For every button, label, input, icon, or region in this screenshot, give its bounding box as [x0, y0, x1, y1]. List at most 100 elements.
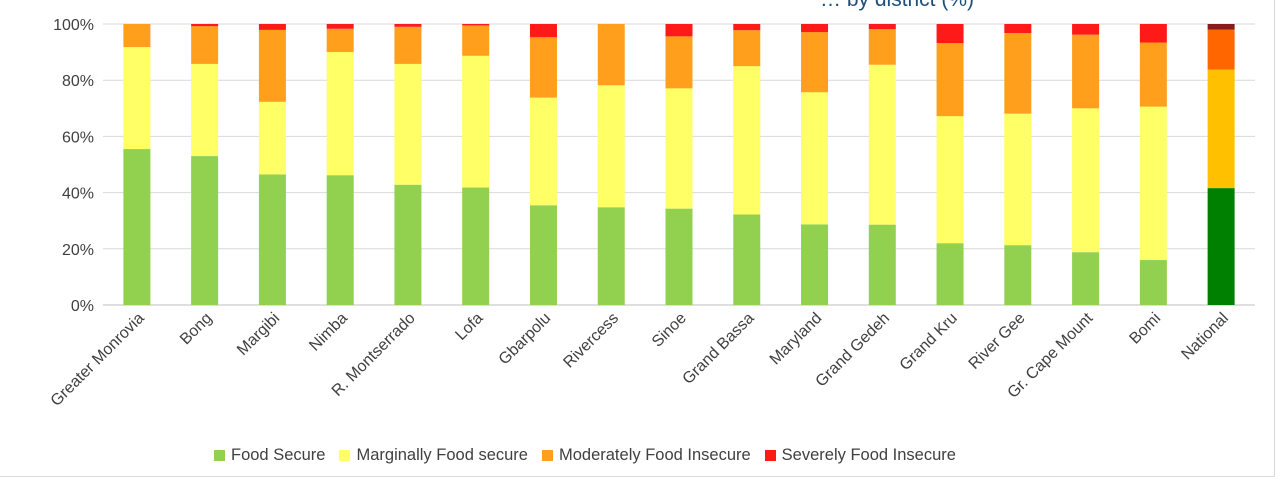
x-tick-label: Margibi: [234, 310, 283, 359]
bar-segment: [1072, 24, 1100, 35]
x-tick-label: Gbarpolu: [496, 310, 555, 369]
bar-segment: [326, 28, 354, 53]
chart-title: … by district (%): [820, 0, 974, 12]
y-tick-label: 80%: [62, 73, 94, 90]
x-tick-label: River Gee: [966, 310, 1029, 373]
bar-segment: [868, 224, 896, 305]
x-tick-label: Grand Kru: [897, 310, 961, 374]
legend-label: Marginally Food secure: [356, 446, 528, 464]
x-tick-label: Nimba: [306, 310, 351, 355]
bar-segment: [123, 47, 151, 150]
bar-segment: [733, 30, 761, 67]
bar-segment: [1004, 32, 1032, 114]
bar-segment: [801, 224, 829, 305]
legend-item: Moderately Food Insecure: [541, 446, 751, 465]
bar-segment: [529, 37, 557, 98]
legend-item: Marginally Food secure: [339, 446, 528, 465]
bar-segment: [1207, 69, 1235, 189]
bar-segment: [801, 92, 829, 225]
bar-segment: [936, 243, 964, 305]
x-tick-label: Maryland: [767, 310, 826, 369]
bar-segment: [394, 24, 422, 27]
legend-swatch: [339, 450, 351, 461]
bar-segment: [191, 24, 219, 27]
x-tick-label: Greater Monrovia: [48, 310, 148, 410]
bar-segment: [394, 184, 422, 305]
bar-segment: [1207, 29, 1235, 70]
x-tick-label: Bong: [177, 310, 215, 348]
y-tick-label: 100%: [53, 17, 94, 34]
x-tick-label: Grand Bassa: [680, 310, 758, 388]
bar-segment: [191, 26, 219, 64]
stacked-bar-chart: 0% 20% 40% 60% 80% 100% Greater Monrovia Bong Ma…: [48, 17, 1255, 410]
bar-segment: [123, 149, 151, 305]
y-tick-label: 40%: [62, 186, 94, 203]
bar-segment: [326, 52, 354, 176]
x-tick-label: National: [1178, 310, 1232, 364]
bar-segment: [665, 208, 693, 305]
bar-segment: [1004, 113, 1032, 246]
legend-swatch: [764, 450, 776, 461]
bar-segment: [868, 29, 896, 65]
legend-item: Severely Food Insecure: [764, 446, 956, 465]
bar-segment: [462, 24, 490, 26]
bar-segment: [936, 116, 964, 244]
bar-segment: [801, 32, 829, 93]
legend-label: Food Secure: [231, 446, 326, 464]
bar-segment: [394, 26, 422, 64]
bar-segment: [1207, 188, 1235, 305]
bar-segment: [258, 174, 286, 305]
bar-segment: [191, 63, 219, 157]
bar-segment: [936, 24, 964, 44]
legend-swatch: [541, 450, 553, 461]
bar-segment: [1004, 245, 1032, 305]
bar-segment: [1139, 24, 1167, 43]
y-tick-label: 0%: [71, 298, 94, 315]
bar-segment: [1072, 108, 1100, 253]
legend-item: Food Secure: [214, 446, 325, 465]
x-tick-label: Rivercess: [560, 310, 622, 372]
bar-segment: [868, 64, 896, 225]
x-tick-label: Lofa: [452, 310, 486, 344]
bar-segment: [1004, 24, 1032, 33]
bar-segment: [868, 24, 896, 30]
bar-segment: [529, 205, 557, 305]
bar-segment: [1139, 260, 1167, 305]
legend-label: Severely Food Insecure: [781, 446, 956, 464]
legend: Food Secure Marginally Food secure Moderat…: [214, 446, 956, 465]
bar-segment: [1072, 252, 1100, 305]
bar-segment: [597, 24, 625, 86]
legend-label: Moderately Food Insecure: [558, 446, 751, 464]
y-tick-label: 60%: [62, 129, 94, 146]
legend-swatch: [214, 450, 225, 461]
bar-segment: [733, 214, 761, 305]
bar-segment: [597, 85, 625, 208]
bar-segment: [1139, 42, 1167, 107]
bar-segment: [936, 43, 964, 117]
bar-segment: [665, 24, 693, 37]
bar-segment: [1207, 24, 1235, 30]
bar-segment: [326, 175, 354, 305]
bar-segment: [123, 24, 151, 48]
bar-segment: [258, 29, 286, 102]
bar-segment: [462, 55, 490, 188]
bar-segment: [529, 24, 557, 38]
bar-segment: [258, 101, 286, 175]
y-tick-label: 20%: [62, 242, 94, 259]
bar-segment: [665, 36, 693, 89]
bar-segment: [462, 187, 490, 305]
x-tick-label: Bomi: [1126, 310, 1164, 348]
x-tick-label: Sinoe: [649, 310, 690, 351]
bar-segment: [1139, 106, 1167, 261]
bar-segment: [191, 156, 219, 305]
bar-segment: [326, 24, 354, 29]
bar-segment: [529, 97, 557, 206]
bar-segment: [733, 66, 761, 215]
bar-segment: [733, 24, 761, 31]
bar-segment: [1072, 34, 1100, 109]
bar-segment: [394, 63, 422, 185]
bar-segment: [665, 88, 693, 209]
bar-segment: [258, 24, 286, 30]
bar-segment: [462, 25, 490, 56]
